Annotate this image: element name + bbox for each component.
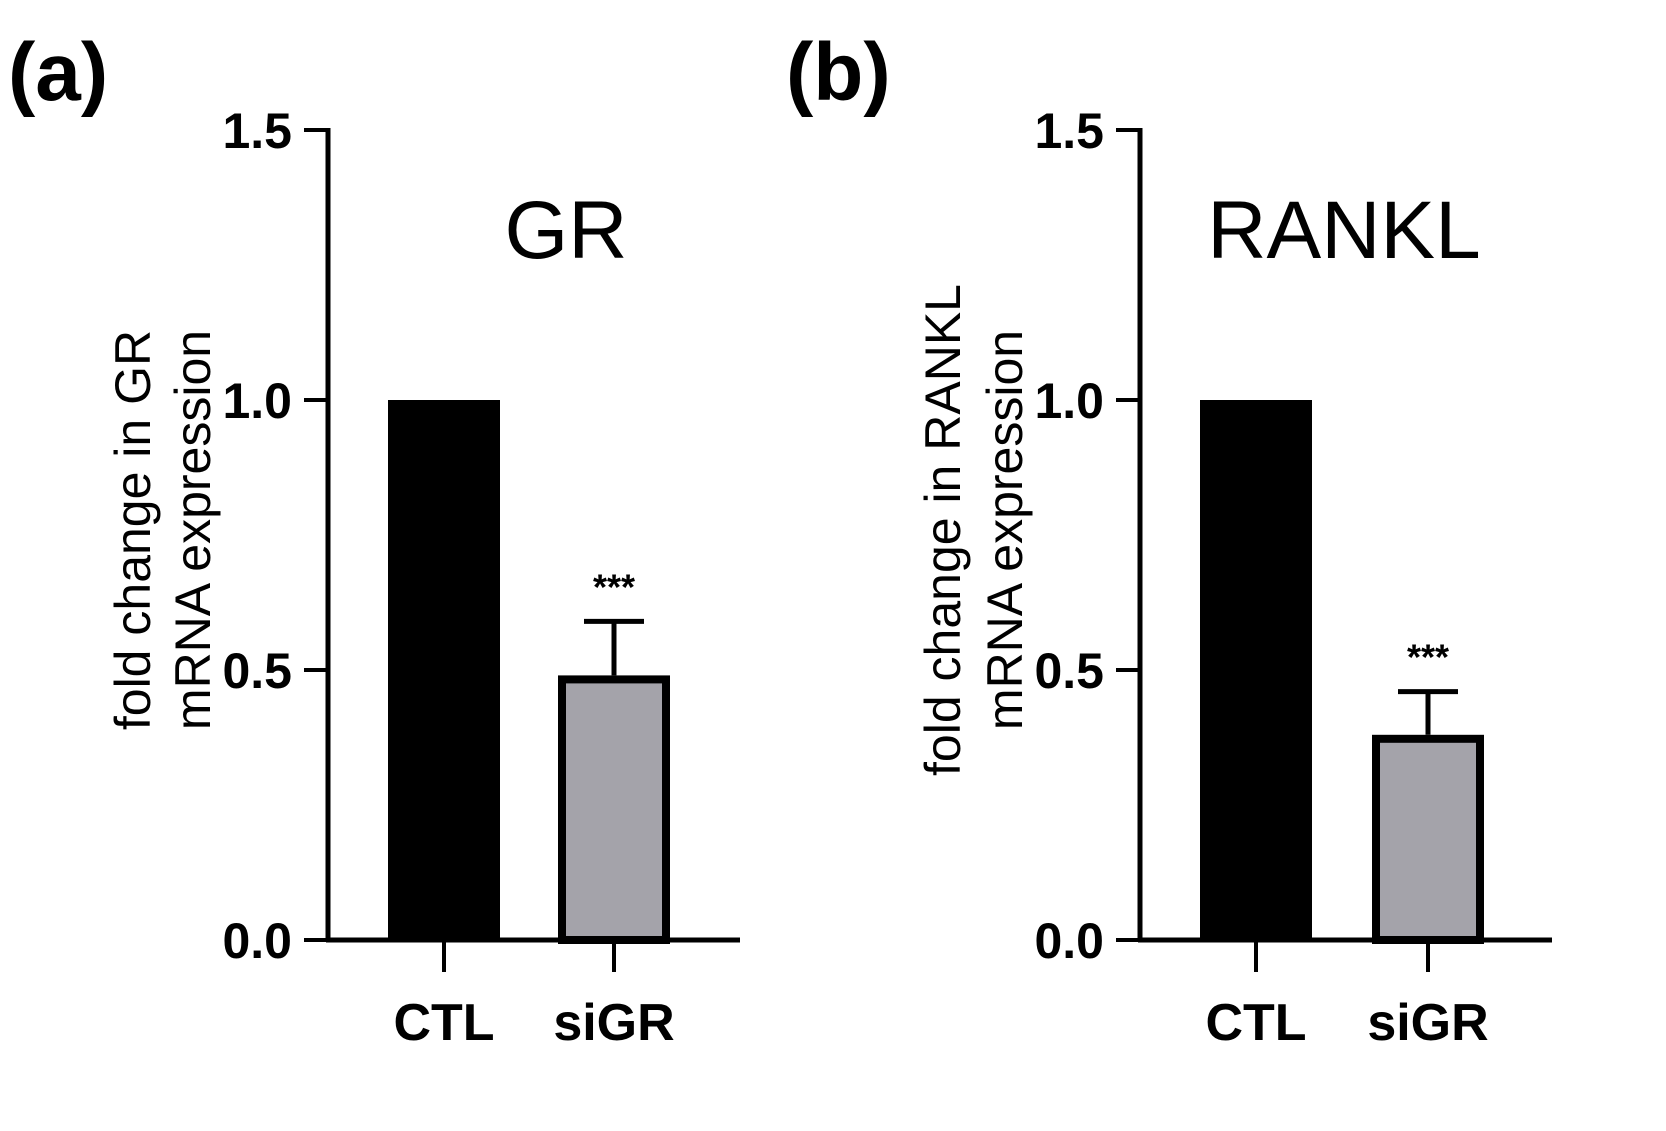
x-tick-label: siGR bbox=[1367, 994, 1488, 1052]
bar-ctl bbox=[1200, 400, 1312, 940]
y-axis-label: fold change in GR bbox=[105, 330, 161, 730]
y-axis-label: fold change in RANKL bbox=[915, 284, 971, 776]
y-tick-label: 0.0 bbox=[1034, 913, 1104, 969]
x-tick-label: CTL bbox=[1205, 994, 1306, 1052]
significance-label: *** bbox=[593, 566, 635, 607]
x-tick-label: siGR bbox=[553, 994, 674, 1052]
y-tick-label: 1.0 bbox=[222, 373, 292, 429]
y-tick-label: 0.0 bbox=[222, 913, 292, 969]
significance-label: *** bbox=[1407, 637, 1449, 678]
y-axis-label: mRNA expression bbox=[977, 330, 1033, 730]
bar-ctl bbox=[388, 400, 500, 940]
bar-sigr bbox=[1372, 734, 1484, 944]
panel-label: (a) bbox=[8, 27, 108, 118]
y-axis-label: mRNA expression bbox=[165, 330, 221, 730]
panel-label: (b) bbox=[786, 27, 891, 118]
y-tick-label: 1.5 bbox=[1034, 103, 1104, 159]
y-tick-label: 1.5 bbox=[222, 103, 292, 159]
chart-title: GR bbox=[505, 185, 628, 276]
chart-title: RANKL bbox=[1207, 185, 1480, 276]
y-tick-label: 0.5 bbox=[222, 643, 292, 699]
x-tick-label: CTL bbox=[393, 994, 494, 1052]
y-tick-label: 1.0 bbox=[1034, 373, 1104, 429]
bar-sigr bbox=[558, 675, 670, 945]
y-tick-label: 0.5 bbox=[1034, 643, 1104, 699]
